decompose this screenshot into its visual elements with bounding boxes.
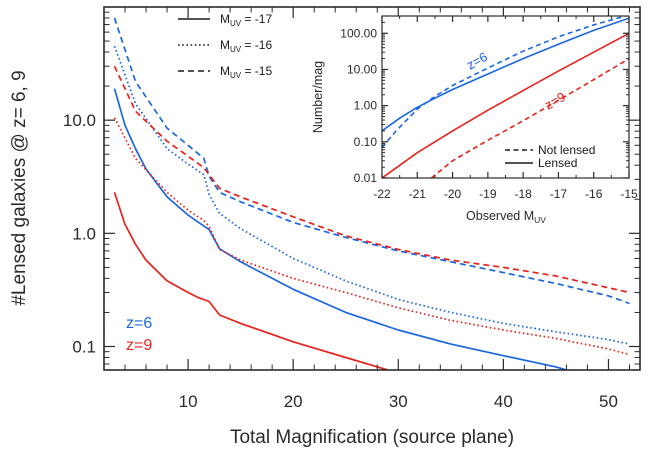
inset-series-z6-solid — [382, 17, 629, 132]
inset-legend-label-dashed: Not lensed — [538, 143, 595, 157]
legend-entry-dashed: MUV = -15 — [178, 64, 272, 80]
inset-x-tick-label: -15 — [620, 187, 638, 201]
legend-label-dashed: MUV = -15 — [220, 64, 272, 80]
inset-x-tick-label: -18 — [514, 187, 532, 201]
main-series-z9-dashed — [113, 65, 630, 294]
inset-legend-label-solid: Lensed — [538, 156, 577, 170]
inset-y-tick-label: 1.00 — [354, 99, 378, 113]
legend-entry-solid: MUV = -17 — [178, 12, 272, 28]
inset-x-tick-label: -17 — [550, 187, 568, 201]
inset-y-tick-label: 100.00 — [340, 26, 377, 40]
inset-y-tick-label: 10.00 — [347, 62, 377, 76]
inset-y-tick-label: 0.10 — [354, 135, 378, 149]
annotation-z6: z=6 — [126, 315, 152, 332]
main-series-z6-dashed — [113, 17, 630, 305]
main-x-tick-label: 10 — [179, 392, 198, 411]
y-axis-title: #Lensed galaxies @ z= 6, 9 — [9, 70, 30, 305]
inset-series-z9-solid — [382, 32, 629, 178]
legend-entry-dotted: MUV = -16 — [178, 38, 272, 54]
main-x-tick-label: 30 — [389, 392, 408, 411]
main-x-tick-label: 20 — [284, 392, 303, 411]
inset-x-tick-label: -20 — [444, 187, 462, 201]
main-y-tick-label: 10.0 — [63, 111, 96, 130]
main-x-tick-label: 50 — [599, 392, 618, 411]
inset-series-z9-dashed — [430, 57, 629, 178]
inset-y-tick-label: 0.01 — [354, 171, 378, 185]
main-series-z9-solid — [113, 192, 389, 370]
inset-x-tick-label: -22 — [373, 187, 391, 201]
main-series-z9-dotted — [113, 117, 630, 356]
main-plot-frame — [103, 6, 641, 371]
x-axis-title: Total Magnification (source plane) — [230, 427, 514, 448]
annotation-z9: z=9 — [126, 337, 152, 354]
inset-x-tick-label: -19 — [479, 187, 497, 201]
main-chart: 10 20 30 40 50 0.1 1.0 10.0 #Lensed galaxies @ … — [9, 6, 641, 448]
legend-label-dotted: MUV = -16 — [220, 38, 272, 54]
inset-legend: Not lensed Lensed — [505, 143, 595, 170]
main-y-tick-label: 1.0 — [72, 224, 96, 243]
inset-x-axis-title: Observed MUV — [466, 209, 546, 225]
inset-background — [382, 16, 629, 178]
inset-series-z6-dashed — [382, 16, 629, 148]
inset-x-tick-label: -21 — [409, 187, 427, 201]
inset-y-axis-title: Number/mag — [311, 61, 325, 133]
main-y-tick-label: 0.1 — [72, 338, 96, 357]
inset-chart: -22 -21 -20 -19 -18 -17 -16 -15 0.01 0.10 1.00 10.0… — [311, 15, 638, 225]
main-x-tick-label: 40 — [494, 392, 513, 411]
main-series-z6-solid — [113, 88, 567, 370]
main-legend: MUV = -17 MUV = -16 MUV = -15 — [178, 12, 272, 80]
legend-label-solid: MUV = -17 — [220, 12, 272, 28]
inset-x-tick-label: -16 — [585, 187, 603, 201]
